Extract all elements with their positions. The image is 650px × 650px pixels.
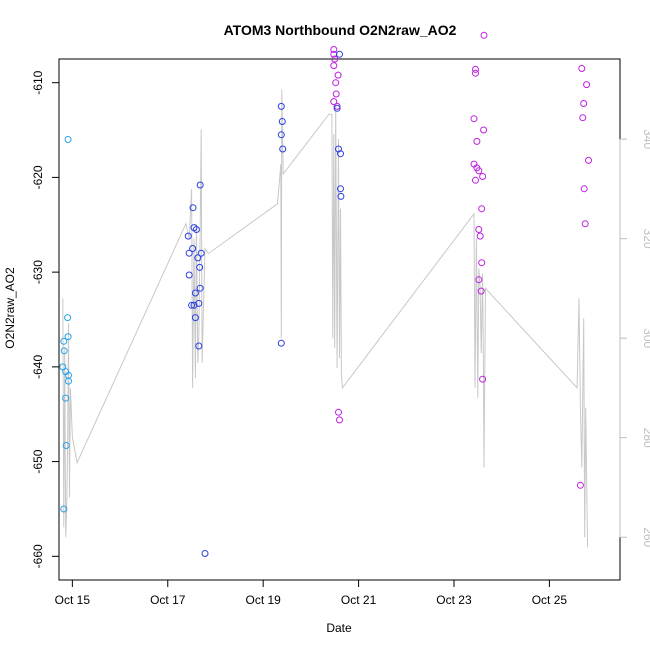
chart-title: ATOM3 Northbound O2N2raw_AO2 [224,22,457,38]
data-point [480,31,488,39]
y-tick-label: -630 [31,260,45,284]
data-point [332,79,340,87]
y2-tick-label: 300 [641,328,650,348]
data-point [330,62,338,70]
data-point [475,167,483,175]
right-axis-series [62,89,589,548]
data-point [475,226,483,233]
data-point [336,50,343,58]
data-point [472,65,479,73]
x-tick-label: Oct 25 [532,593,568,607]
data-point [196,263,204,271]
data-point [585,156,592,164]
data-point [478,259,486,267]
data-point [335,145,342,153]
data-point [331,55,339,63]
y-tick-label: -610 [31,70,45,94]
data-point [62,442,70,449]
data-point [576,481,584,489]
data-point [62,394,70,402]
data-point [480,126,488,134]
data-point [64,314,72,322]
data-point [473,137,481,145]
y2-tick-label: 340 [641,129,650,149]
data-point [196,284,204,292]
data-point [185,249,193,257]
data-point [184,232,192,240]
data-point [470,115,478,123]
data-point [336,416,343,424]
x-axis-label: Date [326,621,352,635]
data-point [191,314,199,322]
data-point [189,204,197,212]
data-point [185,271,193,279]
data-point [332,90,340,98]
data-point [65,377,72,385]
data-point [277,339,285,347]
data-point [472,176,479,184]
data-point [64,136,72,143]
data-point [475,276,483,284]
data-point [579,114,587,122]
data-point [188,301,196,309]
data-point [472,69,479,77]
x-tick-label: Oct 17 [150,593,186,607]
data-point [195,299,203,307]
data-point [334,71,342,79]
data-point [195,342,203,350]
data-point [337,192,345,200]
y-tick-label: -650 [31,449,45,473]
data-point [479,173,487,180]
data-point [60,505,68,513]
data-point [476,232,484,240]
data-point [191,289,199,297]
data-point [479,375,487,383]
data-point [337,185,344,193]
data-point [330,46,338,53]
data-point [583,81,591,89]
data-point [279,145,287,153]
y-axis-label: O2N2raw_AO2 [3,267,17,349]
data-point [333,102,341,110]
x-tick-label: Oct 21 [341,593,377,607]
scatter-points [59,31,592,557]
data-point [337,150,344,158]
data-point [60,347,68,355]
data-point [580,100,588,107]
x-tick-label: Oct 15 [55,593,91,607]
data-point [64,333,72,341]
data-point [277,131,285,139]
data-point [278,118,286,125]
data-point [192,226,200,233]
data-point [277,102,285,110]
data-point [194,254,202,262]
x-tick-label: Oct 23 [436,593,472,607]
y-tick-label: -640 [31,355,45,379]
x-axis: Oct 15 Oct 17 Oct 19 Oct 21 Oct 23 Oct 25 [55,579,568,607]
y-tick-label: -660 [31,544,45,568]
data-point [189,245,197,252]
y2-tick-label: 280 [641,428,650,448]
data-point [580,185,588,193]
data-point [333,104,341,112]
data-point [60,337,68,345]
data-point [581,220,589,228]
data-point [196,181,204,189]
right-y-axis: 260 280 300 320 340 [619,129,650,548]
data-point [578,65,586,72]
x-tick-label: Oct 19 [245,593,281,607]
y-axis: -610 -620 -630 -640 -650 -660 [31,70,60,568]
data-point [330,98,338,106]
data-point [335,408,342,416]
data-point [477,287,485,295]
data-point [190,301,198,309]
grey-series-line [62,89,589,548]
data-point [197,249,205,257]
y2-tick-label: 260 [641,527,650,547]
data-point [201,550,209,557]
y2-tick-label: 320 [641,229,650,249]
data-point [478,205,486,213]
y-tick-label: -620 [31,165,45,189]
